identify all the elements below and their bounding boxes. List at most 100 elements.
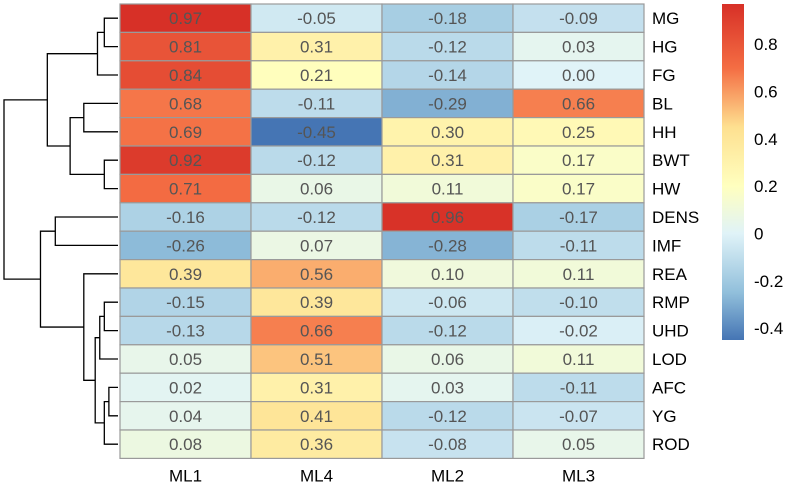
- cell-value-label: -0.11: [560, 378, 598, 397]
- row-label-dens: DENS: [652, 208, 699, 227]
- cell-value-label: 0.03: [431, 378, 464, 397]
- dendrogram-branch: [54, 216, 118, 247]
- heatmap-cell-hw-ml4: [250, 173, 383, 204]
- dendrogram-branch: [103, 159, 118, 190]
- heatmap-cell-rmp-ml3: [512, 287, 645, 317]
- cell-value-label: 0.56: [300, 265, 333, 284]
- heatmap-cell-rea-ml3: [512, 259, 645, 289]
- cell-value-label: 0.07: [300, 236, 333, 255]
- heatmap-cell-afc-ml1: [119, 372, 252, 403]
- heatmap-cell-mg-ml1: [119, 3, 252, 33]
- legend-tick-label: -0.2: [754, 272, 783, 291]
- heatmap-cell-rod-ml3: [512, 429, 645, 459]
- heatmap-cell-fg-ml1: [119, 60, 252, 90]
- row-label-hg: HG: [652, 38, 678, 57]
- cell-value-label: -0.26: [166, 236, 205, 255]
- heatmap-cell-bl-ml3: [512, 88, 645, 119]
- cell-value-label: -0.14: [428, 66, 467, 85]
- cell-value-label: 0.31: [300, 38, 333, 57]
- cell-value-label: 0.30: [431, 123, 464, 142]
- row-label-rea: REA: [652, 265, 688, 284]
- column-label-ml3: ML3: [562, 466, 595, 484]
- cell-value-label: 0.21: [300, 66, 333, 85]
- heatmap-cell-afc-ml4: [250, 372, 383, 403]
- heatmap-cell-rod-ml2: [381, 429, 514, 459]
- cell-value-label: 0.05: [169, 350, 202, 369]
- dendrogram-branch: [103, 17, 118, 48]
- cell-value-label: -0.10: [559, 293, 598, 312]
- dendrogram-branch: [96, 31, 118, 76]
- cell-value-label: -0.17: [559, 208, 598, 227]
- heatmap-cell-hw-ml3: [512, 173, 645, 204]
- cell-value-label: 0.39: [169, 265, 202, 284]
- heatmap-cell-yg-ml3: [512, 401, 645, 431]
- cell-value-label: 0.66: [300, 322, 333, 341]
- heatmap-cell-hh-ml2: [381, 116, 514, 147]
- cell-value-label: -0.29: [428, 94, 467, 113]
- cell-value-label: 0.08: [169, 435, 202, 454]
- row-label-fg: FG: [652, 66, 676, 85]
- cell-value-label: 0.36: [300, 435, 333, 454]
- cell-value-label: 0.11: [432, 180, 464, 199]
- heatmap-cell-uhd-ml3: [512, 315, 645, 346]
- cell-value-label: 0.41: [300, 407, 333, 426]
- row-label-uhd: UHD: [652, 322, 689, 341]
- cell-value-label: 0.84: [169, 66, 202, 85]
- heatmap-cell-imf-ml4: [250, 230, 383, 261]
- cell-value-label: -0.28: [428, 236, 467, 255]
- heatmap-cell-fg-ml4: [250, 60, 383, 90]
- cell-value-label: 0.81: [169, 38, 202, 57]
- heatmap-cell-mg-ml3: [512, 3, 645, 33]
- heatmap-cell-uhd-ml1: [119, 315, 252, 346]
- heatmap-cell-yg-ml4: [250, 401, 383, 431]
- legend-color-bar: [722, 4, 744, 340]
- cell-value-label: 0.04: [169, 407, 202, 426]
- heatmap-grid: 0.97 -0.05 -0.18 -0.09 0.81 0.31 -0.12 0.03 0.84…: [119, 3, 645, 459]
- heatmap-cell-dens-ml1: [119, 202, 252, 232]
- cell-value-label: 0.31: [300, 378, 333, 397]
- row-label-bl: BL: [652, 94, 673, 113]
- cell-value-label: -0.45: [297, 123, 336, 142]
- dendrogram-branch: [83, 273, 118, 381]
- heatmap-cell-fg-ml3: [512, 60, 645, 90]
- row-label-hw: HW: [652, 180, 680, 199]
- cell-value-label: -0.09: [559, 9, 598, 28]
- cell-value-label: -0.15: [166, 293, 205, 312]
- legend-tick-label: 0.2: [754, 177, 778, 196]
- cell-value-label: 0.00: [562, 66, 595, 85]
- cell-value-label: -0.18: [428, 9, 467, 28]
- heatmap-cell-rmp-ml1: [119, 287, 252, 317]
- cell-value-label: 0.05: [562, 435, 595, 454]
- color-legend: -0.4 -0.2 0 0.2 0.4 0.6 0.8: [722, 4, 783, 340]
- dendrogram-branch: [99, 315, 118, 360]
- row-label-rmp: RMP: [652, 293, 690, 312]
- cell-value-label: 0.11: [563, 265, 595, 284]
- row-labels: MG HG FG BL HH BWT HW DENS IMF REA RMP UHD LOD AFC YG R…: [652, 9, 699, 454]
- heatmap-cell-yg-ml1: [119, 401, 252, 431]
- cell-value-label: 0.17: [562, 151, 595, 170]
- cell-value-label: 0.96: [431, 208, 464, 227]
- cell-value-label: -0.12: [428, 38, 467, 57]
- heatmap-cell-hh-ml4: [250, 116, 383, 147]
- cell-value-label: 0.68: [169, 94, 202, 113]
- heatmap-cell-hg-ml4: [250, 31, 383, 62]
- heatmap-cell-bwt-ml4: [250, 145, 383, 175]
- cell-value-label: 0.02: [169, 378, 202, 397]
- heatmap-cell-imf-ml2: [381, 230, 514, 261]
- cell-value-label: 0.11: [563, 350, 595, 369]
- cell-value-label: -0.06: [428, 293, 467, 312]
- dendrogram-branch: [103, 301, 118, 332]
- cell-value-label: 0.69: [169, 123, 202, 142]
- heatmap-cell-hg-ml3: [512, 31, 645, 62]
- cell-value-label: 0.66: [562, 94, 595, 113]
- row-dendrogram: [3, 17, 118, 445]
- cell-value-label: -0.05: [297, 9, 336, 28]
- column-label-ml1: ML1: [169, 466, 202, 484]
- cell-value-label: 0.25: [562, 123, 595, 142]
- heatmap-cell-yg-ml2: [381, 401, 514, 431]
- cell-value-label: -0.16: [166, 208, 205, 227]
- cell-value-label: 0.92: [169, 151, 202, 170]
- heatmap-cell-lod-ml3: [512, 344, 645, 374]
- cell-value-label: -0.11: [560, 236, 598, 255]
